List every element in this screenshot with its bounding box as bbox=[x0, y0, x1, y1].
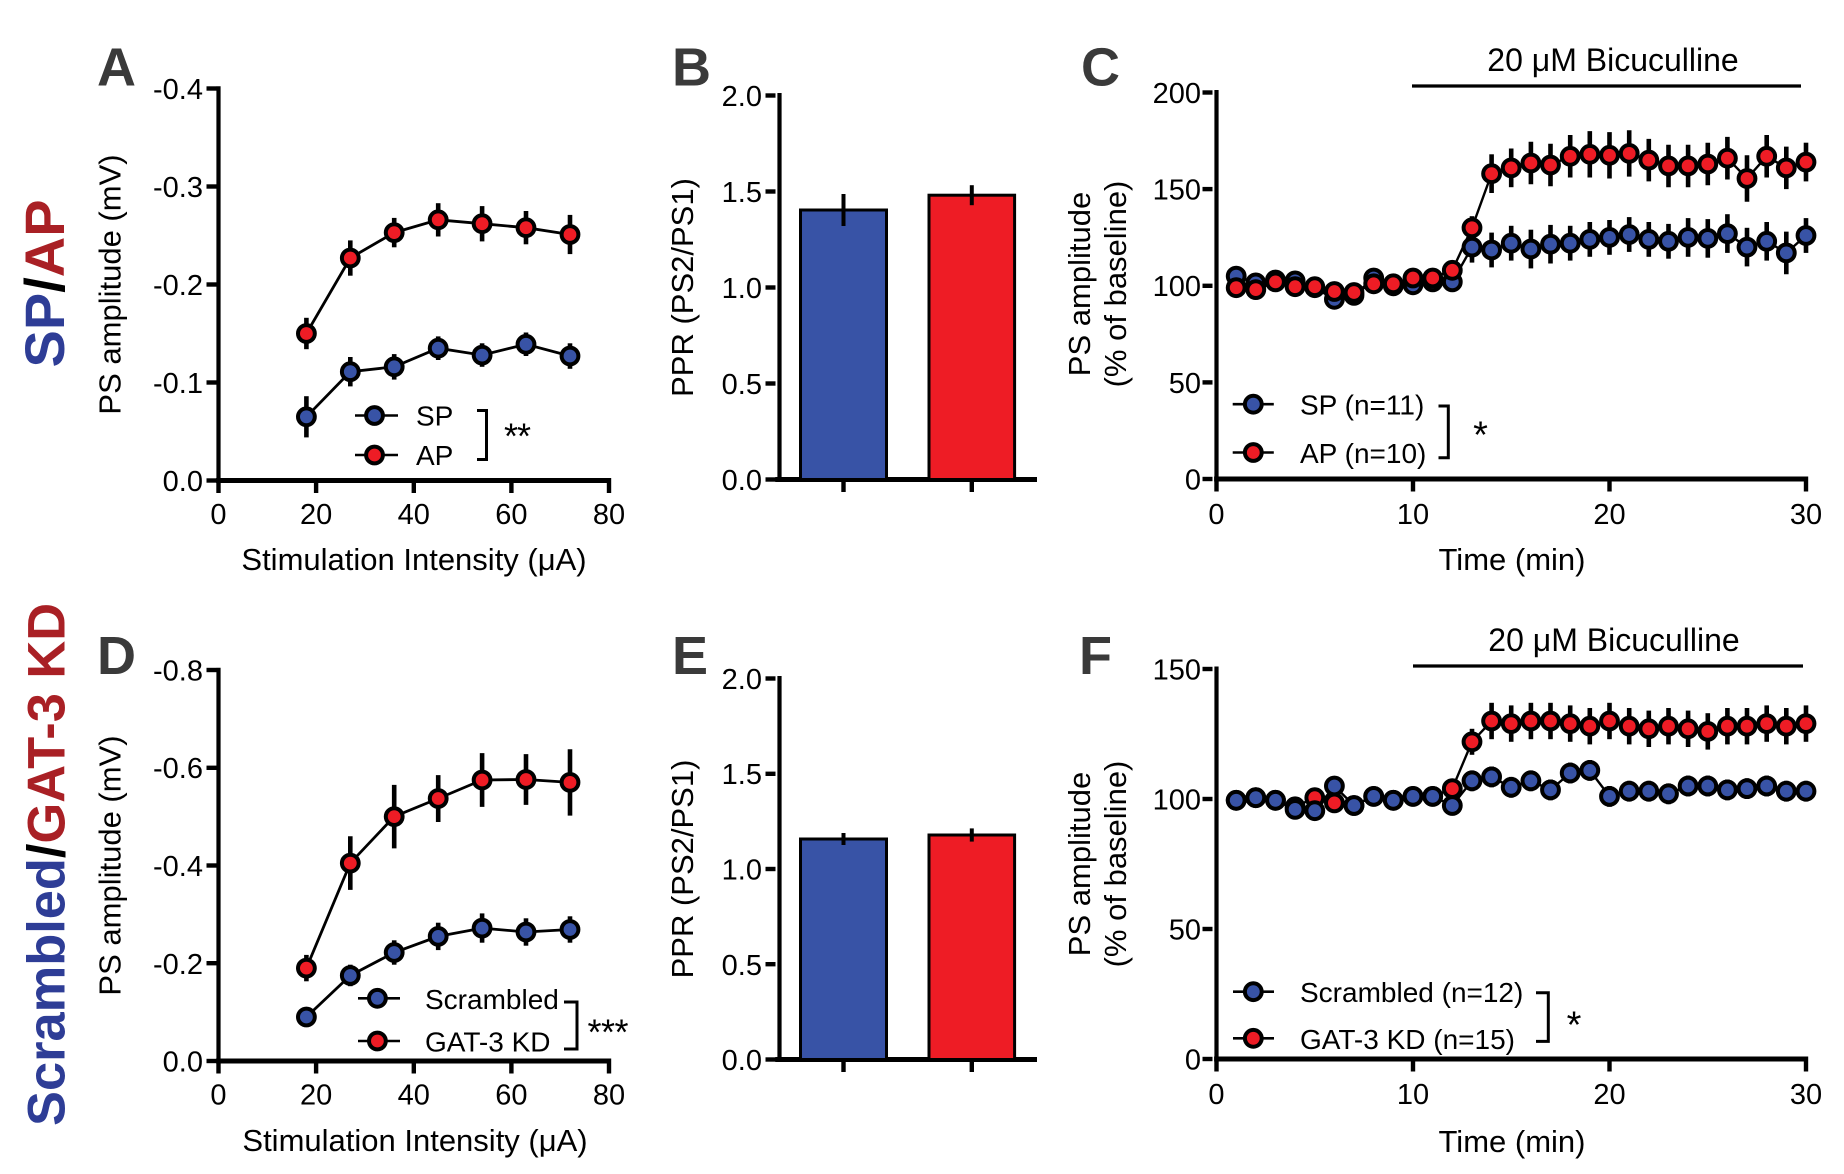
svg-text:Scrambled (n=12): Scrambled (n=12) bbox=[1300, 977, 1523, 1008]
svg-text:0.5: 0.5 bbox=[722, 950, 762, 982]
svg-text:30: 30 bbox=[1790, 499, 1822, 531]
svg-text:0.0: 0.0 bbox=[722, 1045, 762, 1077]
svg-text:0.0: 0.0 bbox=[163, 466, 203, 498]
svg-text:0: 0 bbox=[210, 499, 226, 531]
svg-text:20: 20 bbox=[300, 1080, 332, 1112]
svg-text:SP: SP bbox=[416, 401, 453, 432]
svg-text:E: E bbox=[672, 626, 708, 686]
svg-text:200: 200 bbox=[1153, 78, 1201, 110]
svg-text:0.0: 0.0 bbox=[163, 1047, 203, 1079]
svg-text:(% of baseline): (% of baseline) bbox=[1098, 181, 1133, 388]
svg-text:20: 20 bbox=[1593, 499, 1625, 531]
svg-text:Stimulation Intensity (μA): Stimulation Intensity (μA) bbox=[242, 1123, 587, 1158]
svg-text:80: 80 bbox=[593, 499, 625, 531]
svg-text:20 μM Bicuculline: 20 μM Bicuculline bbox=[1487, 42, 1738, 78]
svg-text:SP/AP: SP/AP bbox=[13, 199, 76, 367]
svg-text:0: 0 bbox=[1208, 1079, 1224, 1111]
svg-text:60: 60 bbox=[495, 499, 527, 531]
svg-text:50: 50 bbox=[1169, 368, 1201, 400]
svg-text:*: * bbox=[614, 1012, 628, 1053]
svg-text:20: 20 bbox=[1593, 1079, 1625, 1111]
svg-text:50: 50 bbox=[1169, 915, 1201, 947]
svg-text:20 μM Bicuculline: 20 μM Bicuculline bbox=[1488, 622, 1739, 658]
svg-text:PS amplitude: PS amplitude bbox=[1062, 192, 1097, 376]
svg-text:Scrambled: Scrambled bbox=[425, 984, 559, 1015]
svg-text:-0.2: -0.2 bbox=[153, 949, 203, 981]
svg-text:-0.1: -0.1 bbox=[153, 368, 203, 400]
svg-text:SP (n=11): SP (n=11) bbox=[1300, 390, 1424, 421]
svg-text:1.5: 1.5 bbox=[722, 177, 762, 209]
svg-text:*: * bbox=[504, 416, 518, 457]
svg-text:D: D bbox=[97, 626, 136, 686]
svg-text:10: 10 bbox=[1397, 1079, 1429, 1111]
svg-text:100: 100 bbox=[1153, 271, 1201, 303]
svg-text:10: 10 bbox=[1397, 499, 1429, 531]
svg-text:0.0: 0.0 bbox=[722, 465, 762, 497]
svg-text:40: 40 bbox=[398, 499, 430, 531]
svg-text:150: 150 bbox=[1153, 655, 1201, 687]
svg-text:*: * bbox=[587, 1012, 601, 1053]
svg-text:60: 60 bbox=[495, 1080, 527, 1112]
svg-text:PS amplitude (mV): PS amplitude (mV) bbox=[93, 154, 128, 414]
svg-text:PS amplitude (mV): PS amplitude (mV) bbox=[93, 735, 128, 995]
svg-text:B: B bbox=[672, 38, 711, 98]
svg-text:(% of baseline): (% of baseline) bbox=[1098, 761, 1133, 968]
svg-text:0.5: 0.5 bbox=[722, 369, 762, 401]
svg-text:1.0: 1.0 bbox=[722, 273, 762, 305]
svg-text:150: 150 bbox=[1153, 175, 1201, 207]
svg-text:0: 0 bbox=[1185, 465, 1201, 497]
svg-text:-0.4: -0.4 bbox=[153, 74, 203, 106]
svg-text:Stimulation Intensity (μA): Stimulation Intensity (μA) bbox=[241, 542, 586, 577]
svg-text:Time (min): Time (min) bbox=[1439, 542, 1586, 577]
svg-text:F: F bbox=[1079, 626, 1112, 686]
svg-text:PS amplitude: PS amplitude bbox=[1062, 772, 1097, 956]
svg-text:Time (min): Time (min) bbox=[1439, 1124, 1586, 1159]
svg-text:-0.2: -0.2 bbox=[153, 270, 203, 302]
svg-text:2.0: 2.0 bbox=[722, 81, 762, 113]
svg-text:1.0: 1.0 bbox=[722, 855, 762, 887]
svg-text:40: 40 bbox=[398, 1080, 430, 1112]
svg-text:PPR (PS2/PS1): PPR (PS2/PS1) bbox=[665, 760, 700, 979]
svg-text:C: C bbox=[1081, 38, 1120, 98]
svg-text:0: 0 bbox=[1208, 499, 1224, 531]
svg-text:PPR (PS2/PS1): PPR (PS2/PS1) bbox=[665, 178, 700, 397]
svg-text:80: 80 bbox=[593, 1080, 625, 1112]
svg-text:-0.8: -0.8 bbox=[153, 656, 203, 688]
svg-text:GAT-3 KD: GAT-3 KD bbox=[425, 1027, 551, 1058]
svg-text:*: * bbox=[1473, 415, 1488, 457]
svg-text:30: 30 bbox=[1790, 1079, 1822, 1111]
svg-text:*: * bbox=[517, 416, 531, 457]
svg-text:-0.3: -0.3 bbox=[153, 172, 203, 204]
svg-text:0: 0 bbox=[1185, 1045, 1201, 1077]
svg-text:-0.6: -0.6 bbox=[153, 753, 203, 785]
svg-text:-0.4: -0.4 bbox=[153, 851, 203, 883]
svg-text:AP: AP bbox=[416, 440, 453, 471]
svg-text:Scrambled/GAT-3 KD: Scrambled/GAT-3 KD bbox=[19, 603, 77, 1126]
svg-text:0: 0 bbox=[210, 1080, 226, 1112]
svg-text:GAT-3 KD (n=15): GAT-3 KD (n=15) bbox=[1300, 1024, 1515, 1055]
svg-text:*: * bbox=[601, 1012, 615, 1053]
svg-text:A: A bbox=[97, 38, 136, 98]
svg-text:100: 100 bbox=[1153, 785, 1201, 817]
svg-text:20: 20 bbox=[300, 499, 332, 531]
svg-text:2.0: 2.0 bbox=[722, 664, 762, 696]
svg-text:1.5: 1.5 bbox=[722, 759, 762, 791]
svg-text:AP (n=10): AP (n=10) bbox=[1300, 438, 1426, 469]
svg-text:*: * bbox=[1567, 1005, 1582, 1047]
